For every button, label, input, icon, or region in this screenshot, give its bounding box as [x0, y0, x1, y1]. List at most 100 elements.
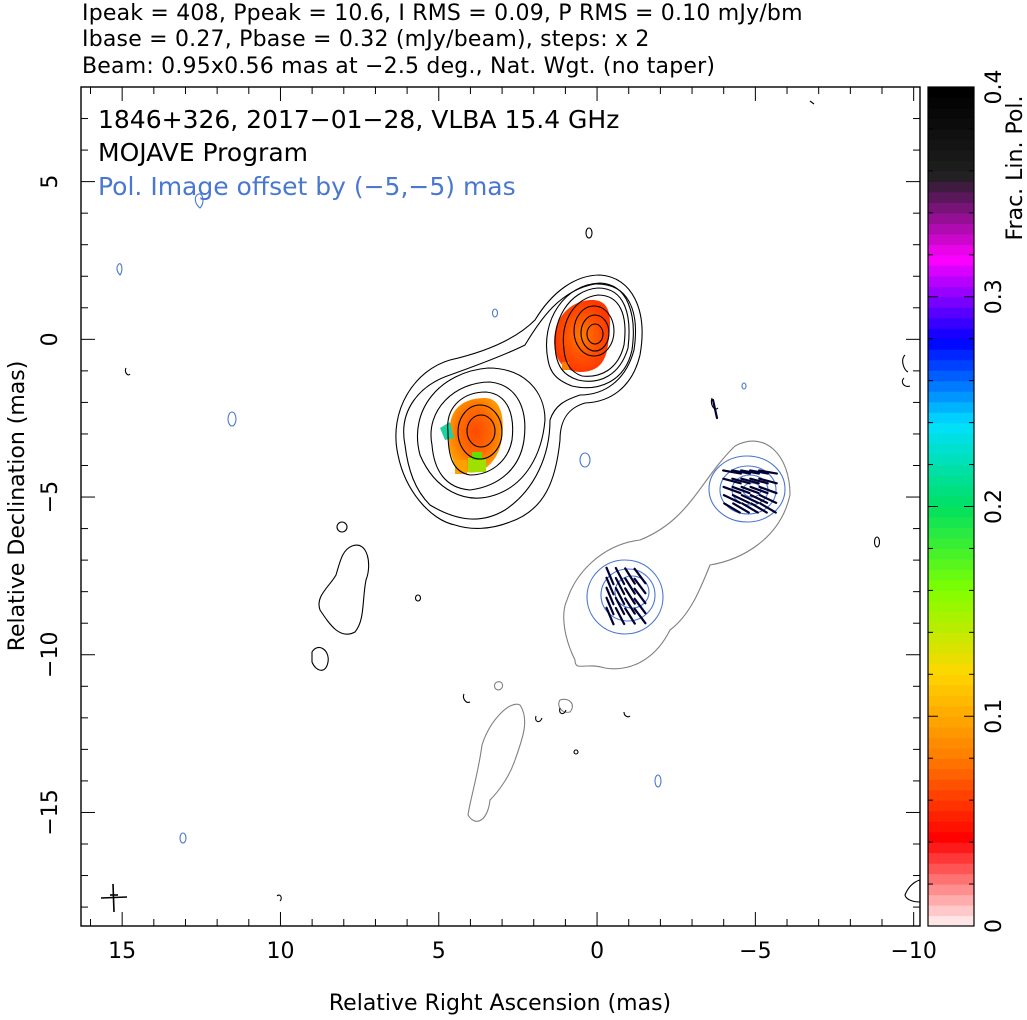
colorbar-band	[928, 905, 974, 917]
colorbar-band	[928, 433, 974, 445]
colorbar-band	[928, 611, 974, 623]
evpa-tick	[624, 567, 636, 585]
evpa-tick	[758, 469, 778, 475]
evpa-tick	[633, 607, 647, 625]
colorbar-band	[928, 485, 974, 497]
colorbar	[928, 87, 974, 927]
colorbar-band	[928, 296, 974, 308]
evpa-tick	[722, 494, 742, 504]
y-tick-label: 0	[38, 332, 63, 346]
evpa-tick	[749, 469, 769, 475]
colorbar-band	[928, 443, 974, 455]
evpa-tick	[605, 576, 615, 596]
colorbar-band	[928, 716, 974, 728]
evpa-tick	[741, 502, 759, 514]
colorbar-band	[928, 244, 974, 256]
evpa-tick	[605, 566, 615, 586]
colorbar-band	[928, 600, 974, 612]
colorbar-band	[928, 705, 974, 717]
evpa-tick	[605, 586, 615, 606]
evpa-tick	[723, 502, 741, 514]
header-line-beam: Beam: 0.95x0.56 mas at −2.5 deg., Nat. W…	[82, 54, 716, 79]
colorbar-ticks	[928, 86, 974, 927]
colorbar-band	[928, 558, 974, 571]
colorbar-band	[928, 915, 974, 927]
colorbar-band	[928, 674, 974, 686]
colorbar-band	[928, 506, 974, 518]
colorbar-band	[928, 737, 974, 749]
colorbar-band	[928, 160, 974, 172]
evpa-tick	[740, 485, 760, 495]
colorbar-band	[928, 181, 974, 193]
colorbar-band	[928, 579, 974, 591]
colorbar-band	[928, 789, 974, 801]
evpa-tick	[731, 469, 751, 475]
evpa-tick	[633, 597, 647, 615]
colorbar-band	[928, 821, 974, 833]
evpa-tick	[750, 502, 768, 514]
colorbar-band	[928, 842, 974, 854]
colorbar-band	[928, 548, 974, 560]
colorbar-band	[928, 653, 974, 665]
program-title: MOJAVE Program	[98, 138, 308, 167]
evpa-tick	[740, 477, 760, 485]
colorbar-band	[928, 537, 974, 550]
colorbar-band	[928, 370, 974, 382]
colorbar-tick-label: 0.2	[982, 489, 1007, 524]
colorbar-band	[928, 621, 974, 633]
colorbar-tick-label: 0.1	[982, 699, 1007, 734]
evpa-tick	[740, 494, 760, 504]
colorbar-band	[928, 118, 974, 130]
evpa-tick	[731, 485, 751, 495]
colorbar-band	[928, 779, 974, 791]
colorbar-band	[928, 286, 974, 298]
y-tick-label: −15	[38, 789, 63, 835]
total-intensity-contours	[124, 100, 920, 903]
colorbar-band	[928, 569, 974, 581]
evpa-tick	[633, 567, 647, 585]
colorbar-band	[928, 202, 974, 214]
evpa-tick	[624, 577, 636, 595]
colorbar-band	[928, 128, 974, 141]
evpa-tick	[722, 485, 742, 495]
colorbar-band	[928, 800, 974, 812]
colorbar-band	[928, 254, 974, 266]
colorbar-band	[928, 747, 974, 759]
offset-intensity-contours	[467, 440, 791, 822]
colorbar-band	[928, 391, 974, 403]
colorbar-band	[928, 412, 974, 424]
plot-frame	[80, 86, 921, 927]
evpa-tick	[749, 477, 769, 485]
evpa-tick	[624, 597, 636, 615]
colorbar-band	[928, 317, 974, 329]
colorbar-band	[928, 338, 974, 350]
colorbar-band	[928, 464, 974, 476]
y-tick-label: −10	[38, 632, 63, 678]
header-line-peaks: Ipeak = 408, Ppeak = 10.6, I RMS = 0.09,…	[82, 1, 803, 26]
colorbar-band	[928, 831, 974, 843]
header-line-base-levels: Ibase = 0.27, Pbase = 0.32 (mJy/beam), s…	[82, 27, 650, 52]
beam-marker	[100, 883, 128, 913]
colorbar-band	[928, 170, 974, 182]
colorbar-band	[928, 527, 974, 539]
colorbar-band	[928, 758, 974, 770]
colorbar-band	[928, 768, 974, 780]
colorbar-band	[928, 726, 974, 738]
colorbar-band	[928, 275, 974, 287]
evpa-tick	[614, 586, 626, 606]
y-axis-title: Relative Declination (mas)	[5, 361, 30, 652]
evpa-tick	[749, 494, 769, 504]
colorbar-tick-label: 0.4	[982, 70, 1007, 105]
colorbar-tick-labels: 0 0.1 0.2 0.3 0.4	[982, 70, 1007, 934]
axis-tick-labels: 15 10 5 0 −5 −10 5 0 −5 −10 −15	[38, 175, 937, 964]
evpa-vectors	[605, 398, 778, 626]
evpa-tick	[614, 596, 626, 616]
x-tick-label: 10	[266, 939, 294, 964]
evpa-tick	[722, 469, 742, 475]
evpa-tick	[740, 469, 760, 475]
colorbar-band	[928, 496, 974, 508]
source-title: 1846+326, 2017−01−28, VLBA 15.4 GHz	[98, 105, 619, 134]
polarization-contours	[116, 193, 786, 844]
x-tick-label: 15	[108, 939, 136, 964]
colorbar-band	[928, 401, 974, 413]
